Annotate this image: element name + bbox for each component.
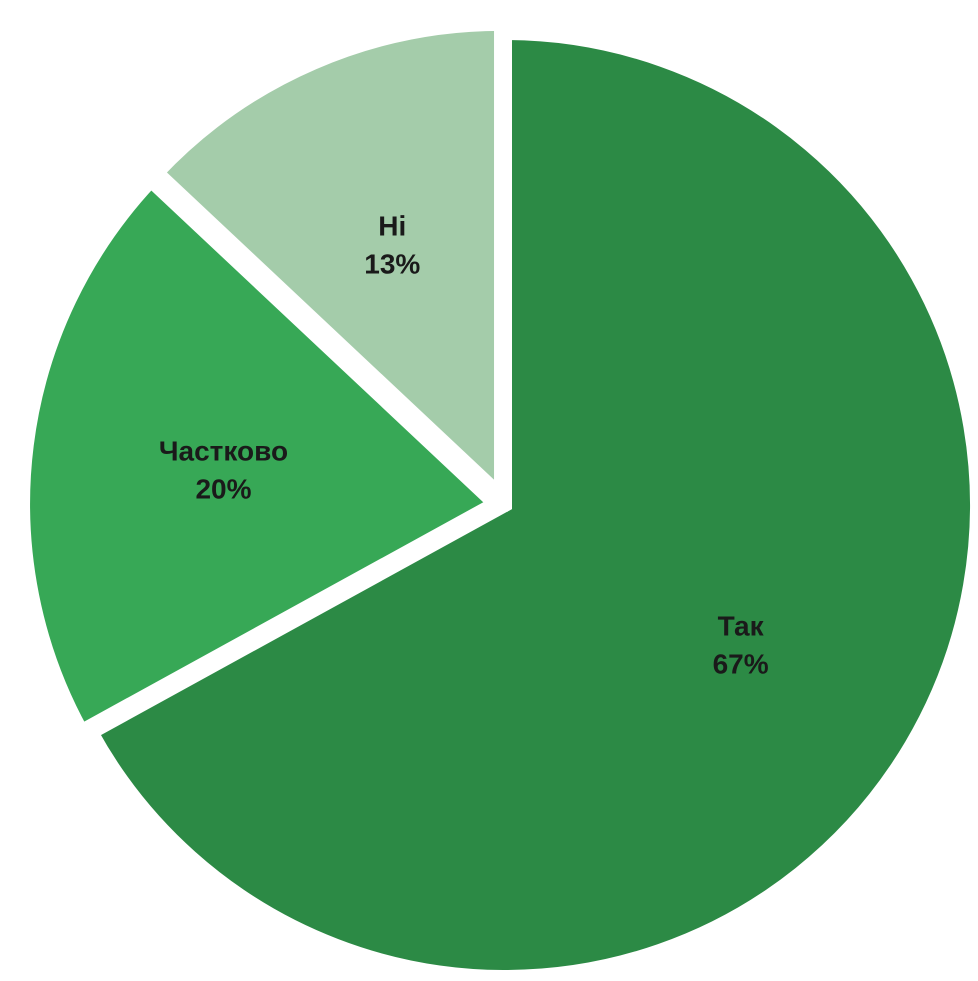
slice-category-label: Так xyxy=(718,610,765,641)
pie-slice-1 xyxy=(81,25,978,981)
slice-category-label: Частково xyxy=(159,435,288,466)
slice-percent-label: 67% xyxy=(713,648,769,679)
pie-slice-2 xyxy=(16,170,507,741)
pie-slices xyxy=(16,16,978,981)
pie-labels: Так 67% Частково 20% Ні 13% xyxy=(159,211,769,680)
slice-percent-label: 13% xyxy=(364,249,420,280)
pie-slice-3 xyxy=(147,16,509,512)
slice-percent-label: 20% xyxy=(195,473,251,504)
slice-category-label: Ні xyxy=(378,211,406,242)
